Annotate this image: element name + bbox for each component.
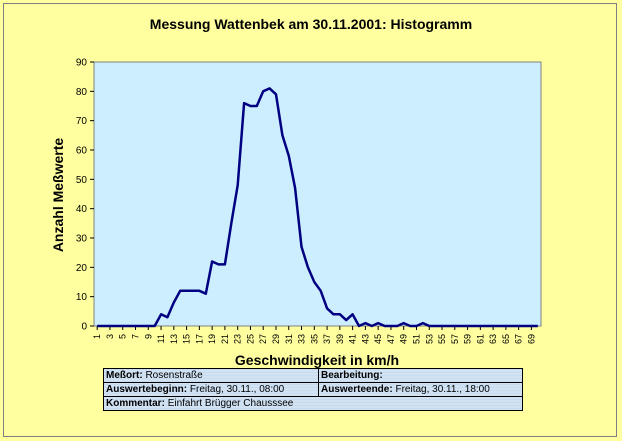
x-tick-label: 59 (463, 334, 473, 344)
x-tick-label: 19 (207, 334, 217, 344)
info-cell-ende: Auswerteende: Freitag, 30.11., 18:00 (318, 382, 523, 397)
messort-value: Rosenstraße (145, 370, 203, 381)
y-axis: 0 10 20 30 40 50 60 70 80 90 (76, 58, 94, 333)
x-tick-label: 15 (182, 334, 192, 344)
x-tick-label: 9 (143, 334, 153, 339)
y-tick-label: 50 (76, 175, 88, 186)
x-tick-label: 13 (169, 334, 179, 344)
x-tick-label: 53 (424, 334, 434, 344)
y-axis-label: Anzahl Meßwerte (50, 137, 66, 253)
x-tick-label: 1 (92, 334, 102, 339)
x-tick-label: 55 (437, 334, 447, 344)
y-tick-label: 80 (76, 87, 88, 98)
x-tick-label: 63 (488, 334, 498, 344)
plot-area (93, 61, 542, 327)
x-tick-label: 35 (309, 334, 319, 344)
x-tick-label: 41 (348, 334, 358, 344)
x-tick-label: 69 (526, 334, 536, 344)
kommentar-label: Kommentar: (106, 398, 165, 409)
x-tick-label: 67 (514, 334, 524, 344)
y-tick-label: 0 (81, 322, 87, 333)
info-cell-beginn: Auswertebeginn: Freitag, 30.11., 08:00 (103, 382, 319, 397)
info-cell-messort: Meßort: Rosenstraße (103, 368, 319, 383)
y-tick-label: 60 (76, 146, 88, 157)
x-axis-label: Geschwindigkeit in km/h (234, 352, 400, 368)
ende-label: Auswerteende: (321, 384, 393, 395)
x-axis: 1 3 5 7 9 11 13 15 17 19 21 23 25 27 29 31 33 35 37 39 41 43 4… (92, 326, 536, 344)
chart-frame (3, 3, 617, 437)
x-tick-label: 29 (271, 334, 281, 344)
x-tick-label: 47 (386, 334, 396, 344)
info-row: Auswertebeginn: Freitag, 30.11., 08:00 A… (103, 382, 523, 397)
x-tick-label: 27 (258, 334, 268, 344)
beginn-label: Auswertebeginn: (106, 384, 188, 395)
x-tick-label: 61 (475, 334, 485, 344)
y-tick-label: 30 (76, 234, 88, 245)
bearbeitung-label: Bearbeitung: (321, 370, 383, 381)
chart-title: Messung Wattenbek am 30.11.2001: Histogr… (149, 16, 473, 32)
x-tick-label: 33 (297, 334, 307, 344)
x-tick-label: 23 (233, 334, 243, 344)
x-tick-label: 43 (360, 334, 370, 344)
x-tick-label: 31 (284, 334, 294, 344)
info-cell-kommentar: Kommentar: Einfahrt Brügger Chausssee (103, 396, 523, 411)
info-table: Meßort: Rosenstraße Bearbeitung: Auswert… (103, 368, 523, 411)
x-tick-label: 45 (373, 334, 383, 344)
y-tick-label: 40 (76, 204, 88, 215)
y-tick-label: 70 (76, 116, 88, 127)
x-tick-label: 49 (399, 334, 409, 344)
x-tick-label: 39 (335, 334, 345, 344)
y-tick-label: 20 (76, 263, 88, 274)
beginn-value: Freitag, 30.11., 08:00 (189, 384, 285, 395)
x-tick-label: 5 (118, 334, 128, 339)
y-tick-label: 10 (76, 292, 88, 303)
info-cell-bearbeitung: Bearbeitung: (318, 368, 523, 383)
x-tick-label: 21 (220, 334, 230, 344)
x-tick-label: 3 (105, 334, 115, 339)
info-row: Kommentar: Einfahrt Brügger Chausssee (103, 396, 523, 411)
messort-label: Meßort: (106, 370, 143, 381)
x-tick-label: 51 (411, 334, 421, 344)
x-tick-label: 17 (194, 334, 204, 344)
x-tick-label: 25 (245, 334, 255, 344)
y-tick-label: 90 (76, 58, 88, 69)
ende-value: Freitag, 30.11., 18:00 (395, 384, 490, 395)
x-tick-label: 37 (322, 334, 332, 344)
series-line (97, 87, 538, 328)
kommentar-value: Einfahrt Brügger Chausssee (167, 398, 294, 409)
x-tick-label: 7 (131, 334, 141, 339)
x-tick-label: 57 (450, 334, 460, 344)
x-tick-label: 11 (156, 334, 166, 343)
info-row: Meßort: Rosenstraße Bearbeitung: (103, 368, 523, 383)
x-tick-label: 65 (501, 334, 511, 344)
